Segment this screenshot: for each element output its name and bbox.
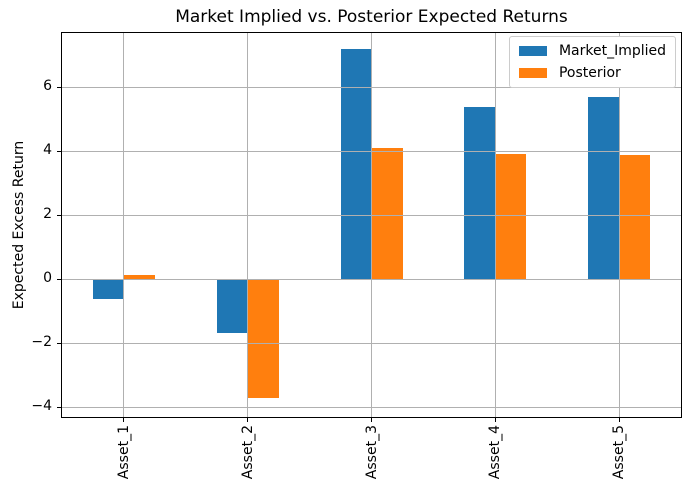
v-gridline (247, 33, 249, 417)
v-gridline (371, 33, 372, 417)
y-tick-mark (57, 279, 61, 281)
x-tick-mark (371, 418, 372, 422)
x-tick-label: Asset_4 (487, 425, 504, 480)
x-tick-label: Asset_2 (239, 425, 256, 480)
bar-posterior-asset_2 (247, 279, 279, 398)
y-tick-label: 2 (43, 206, 52, 223)
bar-market_implied-asset_1 (92, 279, 124, 299)
v-gridline (494, 33, 496, 417)
x-tick-mark (123, 418, 125, 422)
legend-label-market-implied: Market_Implied (558, 43, 666, 59)
plot-area (61, 32, 682, 418)
x-tick-label: Asset_1 (115, 425, 132, 480)
y-tick-mark (57, 407, 61, 409)
y-tick-mark (57, 151, 61, 153)
y-tick-label: −2 (31, 334, 52, 351)
x-tick-mark (247, 418, 249, 422)
chart-title: Market Implied vs. Posterior Expected Re… (175, 7, 568, 27)
y-tick-mark (57, 87, 61, 89)
y-tick-label: −4 (31, 398, 52, 415)
v-gridline (618, 33, 620, 417)
bar-posterior-asset_5 (619, 154, 651, 280)
v-gridline (123, 33, 125, 417)
y-tick-label: 4 (43, 142, 52, 159)
bar-market_implied-asset_2 (216, 279, 248, 333)
x-tick-mark (618, 418, 620, 422)
legend-item-posterior: Posterior (518, 65, 666, 81)
y-tick-label: 6 (43, 78, 52, 95)
bar-market_implied-asset_3 (340, 49, 372, 280)
y-tick-mark (57, 343, 61, 345)
y-tick-label: 0 (43, 270, 52, 287)
bar-market_implied-asset_5 (588, 97, 620, 280)
bar-posterior-asset_1 (123, 274, 155, 280)
legend-item-market-implied: Market_Implied (518, 43, 666, 59)
legend-swatch-market-implied-icon (518, 46, 547, 56)
legend-label-posterior: Posterior (558, 65, 621, 81)
x-tick-mark (494, 418, 496, 422)
x-tick-label: Asset_5 (611, 425, 628, 480)
bar-posterior-asset_3 (371, 147, 403, 280)
legend-swatch-posterior-icon (518, 68, 547, 78)
y-tick-mark (57, 215, 61, 217)
bar-market_implied-asset_4 (464, 106, 496, 280)
bar-posterior-asset_4 (495, 154, 527, 280)
legend: Market_Implied Posterior (508, 36, 676, 88)
x-tick-label: Asset_3 (363, 425, 380, 480)
